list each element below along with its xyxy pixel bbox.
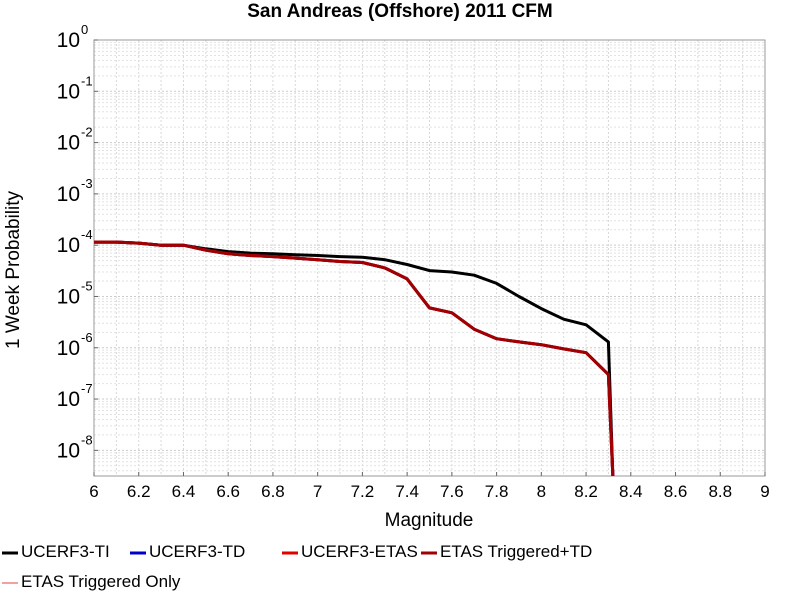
y-tick-label: 10 -5 — [57, 278, 93, 308]
legend-label: UCERF3-TI — [21, 542, 110, 561]
y-tick-base: 10 — [57, 388, 80, 411]
y-tick-exponent: -5 — [81, 278, 93, 293]
x-tick-label: 7 — [313, 482, 322, 501]
series-line-2 — [94, 240, 615, 476]
y-tick-exponent: -1 — [81, 73, 93, 88]
x-tick-label: 6.4 — [172, 482, 196, 501]
legend: UCERF3-TI UCERF3-TD UCERF3-ETAS ETAS Trigge… — [2, 542, 592, 591]
y-tick-exponent: -7 — [81, 381, 93, 396]
y-tick-label: 10 -6 — [57, 330, 93, 360]
y-tick-label: 10 -4 — [57, 227, 93, 257]
y-tick-exponent: -3 — [81, 176, 93, 191]
x-tick-label: 7.6 — [440, 482, 464, 501]
x-axis-label: Magnitude — [385, 510, 474, 531]
y-tick-base: 10 — [57, 234, 80, 257]
y-tick-base: 10 — [57, 337, 80, 360]
y-tick-exponent: -8 — [81, 432, 93, 447]
y-tick-exponent: -2 — [81, 125, 93, 140]
y-tick-label: 10 -3 — [57, 176, 93, 206]
legend-label: ETAS Triggered Only — [21, 572, 181, 591]
y-tick-base: 10 — [57, 29, 80, 52]
y-tick-base: 10 — [57, 132, 80, 155]
x-axis-ticks: 6 6.2 6.4 6.6 6.8 7 7.2 7.4 7.6 7.8 8 8.2 8.4 8.6 8.8 9 — [89, 472, 770, 501]
grid — [93, 40, 766, 476]
y-tick-exponent: 0 — [81, 22, 88, 37]
y-tick-label: 10 -8 — [57, 432, 93, 462]
x-tick-label: 8.2 — [574, 482, 598, 501]
series-line-3 — [94, 240, 615, 476]
series-line-4 — [94, 240, 615, 476]
y-tick-base: 10 — [57, 285, 80, 308]
x-tick-label: 8 — [537, 482, 546, 501]
x-tick-label: 9 — [760, 482, 769, 501]
legend-label: UCERF3-TD — [149, 542, 245, 561]
legend-label: ETAS Triggered+TD — [440, 542, 592, 561]
y-tick-base: 10 — [57, 183, 80, 206]
x-tick-label: 6.8 — [261, 482, 285, 501]
plot-frame — [93, 39, 766, 477]
chart-title: San Andreas (Offshore) 2011 CFM — [247, 1, 552, 22]
y-tick-exponent: -6 — [81, 330, 93, 345]
y-tick-label: 10 -2 — [57, 125, 93, 155]
x-tick-label: 8.4 — [619, 482, 643, 501]
y-tick-label: 10 0 — [57, 22, 89, 52]
y-tick-base: 10 — [57, 439, 80, 462]
x-tick-label: 6.2 — [127, 482, 151, 501]
x-tick-label: 7.8 — [485, 482, 509, 501]
series-line-1 — [94, 240, 615, 476]
y-tick-label: 10 -1 — [57, 73, 93, 103]
y-tick-label: 10 -7 — [57, 381, 93, 411]
series-layer — [94, 240, 615, 476]
y-tick-exponent: -4 — [81, 227, 93, 242]
x-tick-label: 7.4 — [395, 482, 419, 501]
x-tick-label: 7.2 — [351, 482, 375, 501]
y-tick-base: 10 — [57, 80, 80, 103]
y-axis-label: 1 Week Probability — [3, 190, 24, 349]
x-tick-label: 8.6 — [664, 482, 688, 501]
x-tick-label: 8.8 — [708, 482, 732, 501]
x-tick-label: 6.6 — [216, 482, 240, 501]
legend-label: UCERF3-ETAS — [301, 542, 418, 561]
x-tick-label: 6 — [89, 482, 98, 501]
